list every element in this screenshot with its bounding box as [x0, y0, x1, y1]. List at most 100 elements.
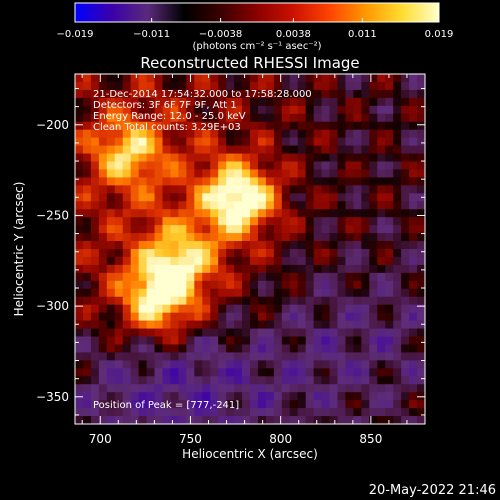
heatmap-cell: [385, 193, 394, 202]
heatmap-cell: [377, 256, 386, 266]
heatmap-cell: [281, 209, 291, 218]
heatmap-cell: [90, 161, 100, 170]
heatmap-cell: [377, 201, 386, 210]
heatmap-cell: [114, 344, 124, 353]
heatmap-cell: [202, 129, 211, 139]
heatmap-cell: [265, 161, 275, 170]
heatmap-cell: [122, 209, 132, 218]
heatmap-cell: [409, 376, 418, 385]
heatmap-cell: [393, 368, 402, 377]
heatmap-cell: [250, 241, 259, 250]
heatmap-cell: [289, 137, 299, 146]
heatmap-cell: [337, 81, 346, 91]
heatmap-cell: [106, 280, 116, 290]
heatmap-cell: [106, 336, 116, 345]
heatmap-cell: [210, 296, 219, 306]
heatmap-cell: [114, 280, 124, 290]
heatmap-cell: [202, 113, 211, 123]
heatmap-cell: [265, 344, 275, 353]
heatmap-cell: [250, 145, 259, 154]
heatmap-cell: [337, 217, 346, 226]
heatmap-cell: [242, 296, 251, 306]
heatmap-cell: [329, 74, 338, 83]
heatmap-cell: [353, 225, 362, 234]
heatmap-cell: [170, 320, 179, 329]
heatmap-cell: [273, 161, 283, 170]
heatmap-cell: [82, 145, 92, 154]
heatmap-cell: [409, 272, 418, 282]
heatmap-cell: [297, 97, 307, 107]
heatmap-cell: [297, 344, 307, 353]
heatmap-cell: [210, 209, 219, 218]
heatmap-cell: [377, 384, 386, 393]
heatmap-cell: [90, 97, 100, 107]
heatmap-cell: [98, 400, 108, 409]
heatmap-cell: [289, 256, 299, 266]
heatmap-cell: [170, 161, 179, 170]
heatmap-cell: [154, 392, 163, 401]
heatmap-cell: [186, 137, 195, 146]
heatmap-cell: [178, 129, 187, 139]
heatmap-cell: [75, 113, 84, 123]
heatmap-cell: [75, 209, 84, 218]
heatmap-cell: [130, 272, 140, 282]
heatmap-cell: [90, 241, 100, 250]
heatmap-cell: [257, 272, 267, 282]
heatmap-cell: [289, 233, 299, 242]
heatmap-cell: [138, 408, 147, 417]
heatmap-cell: [393, 225, 402, 234]
heatmap-cell: [361, 105, 370, 115]
heatmap-cell: [265, 81, 275, 91]
heatmap-cell: [250, 288, 259, 298]
heatmap-cell: [242, 264, 251, 274]
heatmap-cell: [353, 153, 362, 162]
heatmap-cell: [162, 312, 171, 321]
heatmap-cell: [242, 344, 251, 353]
heatmap-cell: [194, 177, 203, 186]
heatmap-cell: [218, 296, 227, 306]
heatmap-cell: [313, 344, 322, 353]
heatmap-cell: [130, 296, 140, 306]
heatmap-cell: [242, 408, 251, 417]
heatmap-cell: [250, 105, 259, 115]
heatmap-cell: [393, 193, 402, 202]
heatmap-cell: [257, 296, 267, 306]
heatmap-cell: [138, 129, 147, 139]
heatmap-cell: [369, 280, 378, 290]
heatmap-cell: [202, 304, 211, 314]
heatmap-cell: [170, 241, 179, 250]
heatmap-cell: [186, 169, 195, 178]
heatmap-cell: [138, 328, 147, 337]
heatmap-cell: [170, 264, 179, 274]
heatmap-cell: [297, 193, 307, 202]
heatmap-cell: [218, 264, 227, 274]
annotation-block: 21-Dec-2014 17:54:32.000 to 17:58:28.000…: [93, 89, 312, 411]
heatmap-cell: [82, 264, 92, 274]
heatmap-cell: [385, 233, 394, 242]
heatmap-cell: [154, 113, 163, 123]
heatmap-cell: [90, 193, 100, 202]
heatmap-cell: [106, 368, 116, 377]
heatmap-cell: [409, 288, 418, 298]
heatmap-cell: [313, 272, 322, 282]
heatmap-cell: [146, 336, 155, 345]
heatmap-cell: [90, 81, 100, 91]
heatmap-cell: [218, 400, 227, 409]
heatmap-cell: [90, 233, 100, 242]
heatmap-cell: [401, 288, 410, 298]
heatmap-cell: [98, 312, 108, 321]
heatmap-cell: [90, 344, 100, 353]
heatmap-cell: [329, 320, 338, 329]
heatmap-cell: [138, 209, 147, 218]
heatmap-cell: [202, 161, 211, 170]
heatmap-cell: [90, 280, 100, 290]
heatmap-cell: [345, 97, 354, 107]
heatmap-cell: [250, 272, 259, 282]
heatmap-cell: [265, 97, 275, 107]
heatmap-cell: [162, 113, 171, 123]
heatmap-cell: [162, 89, 171, 99]
heatmap-cell: [377, 344, 386, 353]
heatmap-cell: [409, 241, 418, 250]
heatmap-cell: [409, 137, 418, 146]
heatmap-cell: [305, 74, 315, 83]
